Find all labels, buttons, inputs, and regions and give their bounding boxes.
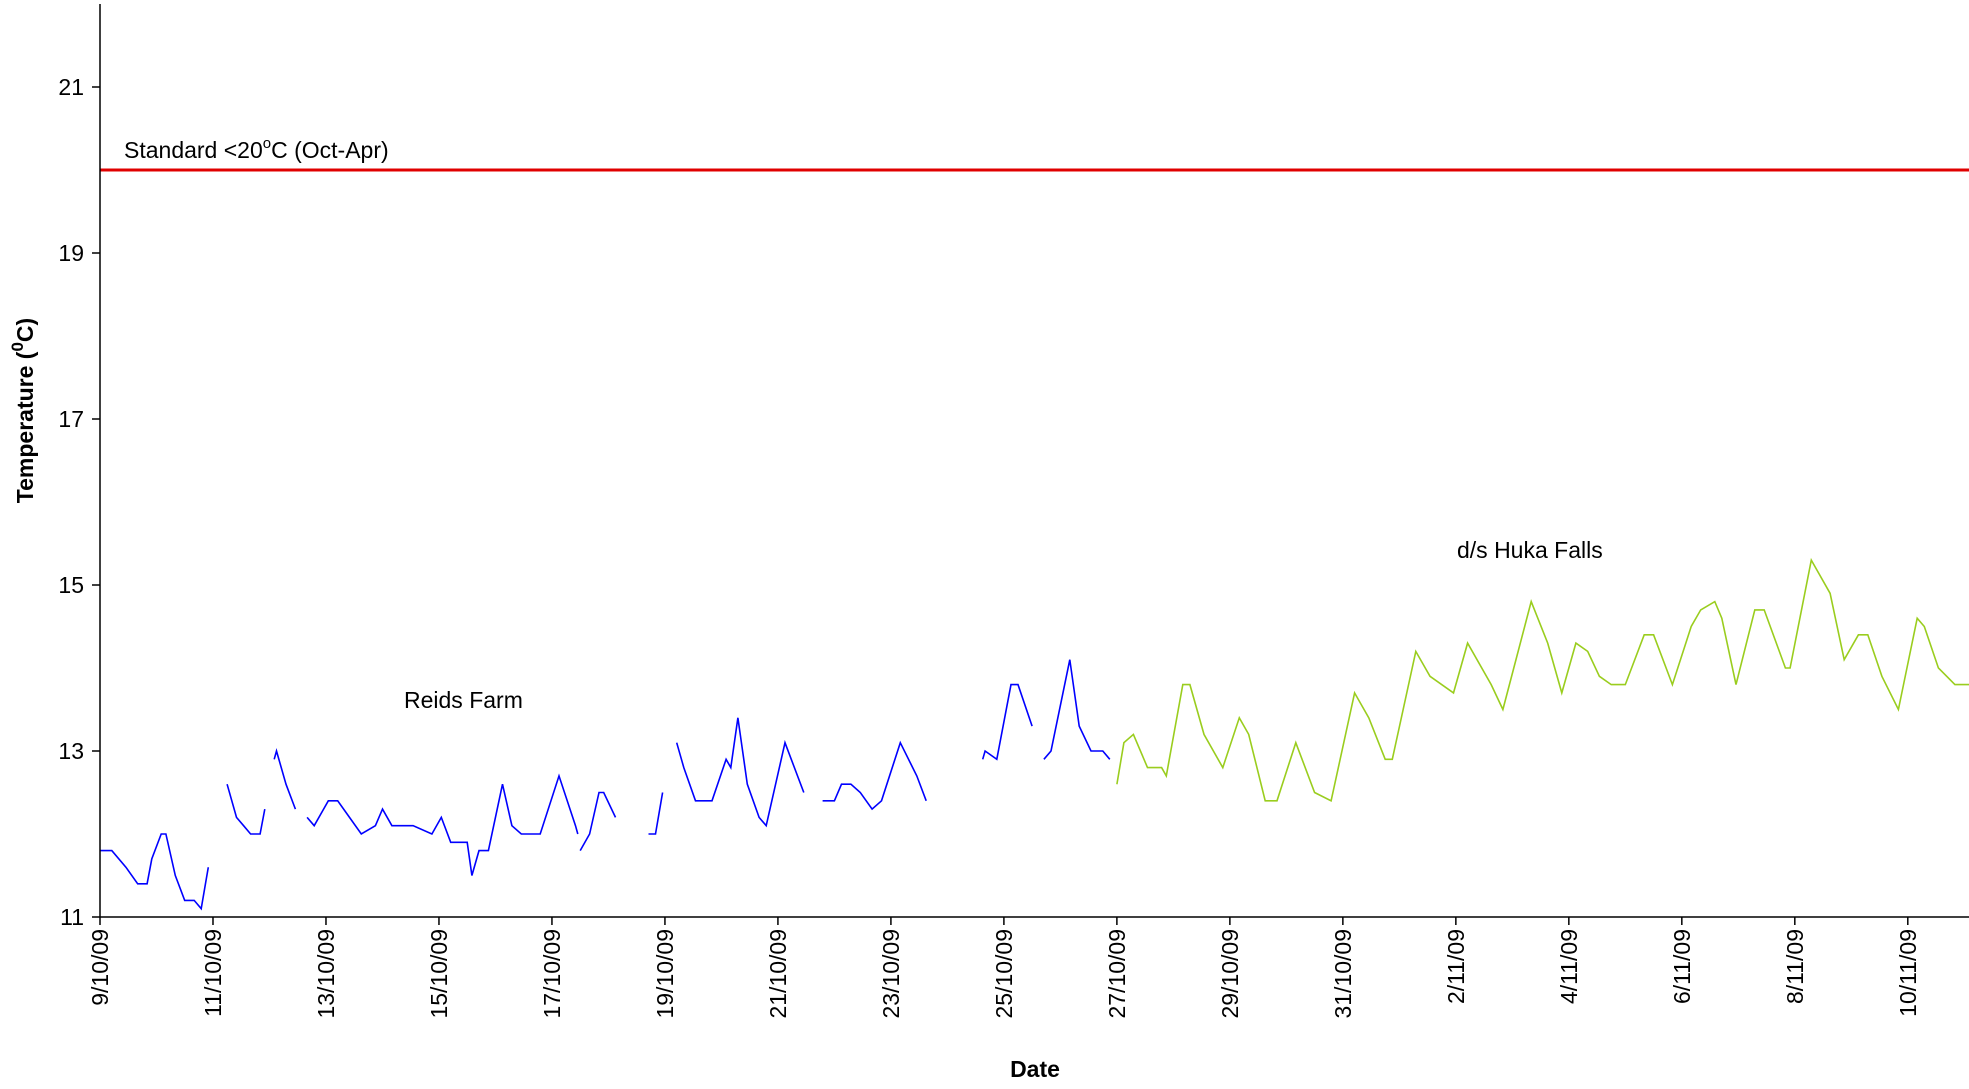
x-tick-label: 21/10/09 [765,929,791,1019]
y-axis-title-part: 0 [8,342,27,351]
x-tick-label: 29/10/09 [1217,929,1243,1019]
y-tick-label: 15 [58,572,84,598]
x-tick-label: 2/11/09 [1443,929,1469,1004]
series-line [1116,557,1969,802]
x-tick-label: 15/10/09 [426,929,452,1019]
series-label: Reids Farm [404,687,523,713]
reference-label-part: o [263,135,271,152]
y-tick-label: 19 [58,240,84,266]
y-axis-title-part: Temperature ( [12,351,38,503]
x-tick-label: 19/10/09 [652,929,678,1019]
x-tick-label: 9/10/09 [87,929,113,1006]
y-tick-label: 11 [60,904,84,930]
series-line [100,659,1111,911]
y-tick-label: 21 [58,74,84,100]
y-axis-title: Temperature (0C) [8,318,38,503]
x-tick-label: 4/11/09 [1556,929,1582,1004]
reference-label: Standard <20oC (Oct-Apr) [124,135,389,163]
y-tick-label: 17 [58,406,84,432]
x-tick-label: 23/10/09 [878,929,904,1019]
x-tick-label: 31/10/09 [1330,929,1356,1019]
x-tick-label: 13/10/09 [313,929,339,1019]
x-tick-label: 6/11/09 [1669,929,1695,1004]
x-tick-label: 27/10/09 [1104,929,1130,1019]
x-tick-label: 10/11/09 [1895,929,1921,1017]
reference-label-part: Standard <20 [124,137,263,163]
x-tick-label: 17/10/09 [539,929,565,1019]
y-tick-label: 13 [58,738,84,764]
x-tick-label: 25/10/09 [991,929,1017,1019]
series-label: d/s Huka Falls [1457,537,1603,563]
x-tick-label: 8/11/09 [1782,929,1808,1004]
x-axis-title: Date [1010,1056,1060,1082]
y-axis-title-part: C) [12,318,38,342]
reference-label-part: C (Oct-Apr) [271,137,389,163]
x-tick-label: 11/10/09 [200,929,226,1017]
